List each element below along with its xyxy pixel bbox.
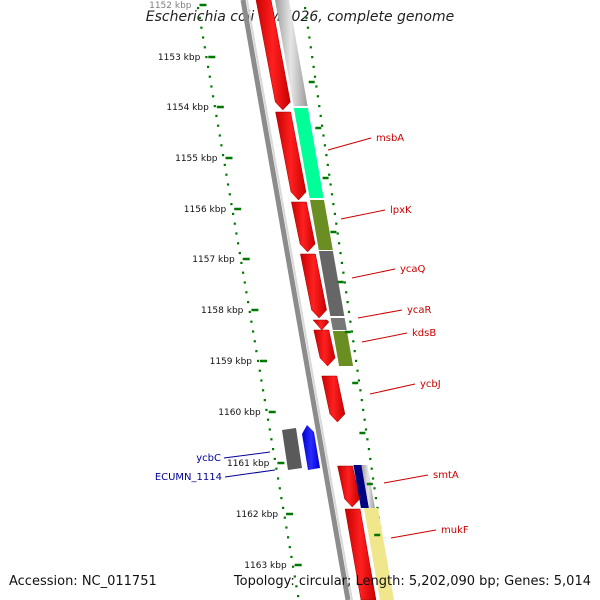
kbp-tick-label: 1153 kbp (158, 53, 201, 63)
kbp-tick: 1160 kbp (218, 408, 276, 418)
forward-cds-track (255, 0, 377, 600)
cog-bar-upstream[interactable] (274, 0, 308, 106)
kbp-tick-label: 1154 kbp (166, 103, 209, 113)
gene-label-kdsB[interactable]: kdsB (361, 328, 436, 343)
genome-title: Escherichia coli UMN026, complete genome (145, 9, 455, 25)
gene-name: mukF (441, 525, 469, 536)
cds-arrow-upstream[interactable] (255, 0, 291, 111)
cds-arrow-kdsB[interactable] (313, 329, 336, 367)
cds-arrow-mukF[interactable] (344, 508, 377, 600)
gene-labels: msbA lpxK ycaQ ycaR kdsB ycbJ smtA mukF ycbC ECUM… (155, 133, 469, 539)
kbp-tick-label: 1158 kbp (201, 306, 244, 316)
gene-name: ycaR (407, 305, 432, 316)
cog-bar-msbA[interactable] (293, 108, 324, 198)
cog-bar-lpxK[interactable] (310, 200, 333, 250)
cog-bar-kdsB[interactable] (332, 331, 354, 366)
reverse-strand-features (282, 425, 320, 470)
kbp-tick-label: 1155 kbp (175, 154, 218, 164)
kbp-tick: 1155 kbp (175, 154, 233, 164)
kbp-tick: 1162 kbp (236, 510, 294, 520)
gene-name: ECUMN_1114 (155, 472, 222, 483)
inner-dotted-boundary (197, 7, 300, 598)
cds-arrow-ycaQ[interactable] (300, 253, 327, 319)
cds-arrow-ycbC[interactable] (282, 428, 302, 470)
genome-backbone (240, 0, 353, 600)
gene-name: ycbC (196, 453, 221, 464)
gene-label-smtA[interactable]: smtA (383, 470, 459, 484)
genome-summary-text: Topology: circular; Length: 5,202,090 bp… (233, 574, 591, 589)
cds-arrow-lpxK[interactable] (291, 201, 316, 253)
kbp-tick: 1159 kbp (210, 357, 267, 367)
accession-text: Accession: NC_011751 (9, 574, 157, 589)
cds-arrow-msbA[interactable] (275, 111, 307, 201)
gene-name: smtA (433, 470, 459, 481)
kbp-tick: 1161 kbp (227, 459, 285, 469)
cds-arrow-ycbJ[interactable] (321, 375, 346, 423)
kbp-tick-label: 1161 kbp (227, 459, 270, 469)
kbp-tick-label: 1152 kbp (149, 1, 192, 11)
gene-name: ycaQ (400, 264, 426, 275)
gene-label-ycaQ[interactable]: ycaQ (351, 264, 426, 279)
kbp-scale: 1152 kbp 1153 kbp 1154 kbp 1155 kbp 1156 kbp… (149, 1, 381, 571)
gene-label-ycaR[interactable]: ycaR (357, 305, 432, 319)
gene-label-ycbC[interactable]: ycbC (196, 451, 271, 464)
cog-bar-mukF[interactable] (363, 508, 394, 600)
cog-bar-smtA[interactable] (353, 465, 369, 508)
dotted-boundary-lines (197, 7, 392, 598)
gene-label-msbA[interactable]: msbA (327, 133, 404, 151)
gene-label-ECUMN_1114[interactable]: ECUMN_1114 (155, 469, 276, 483)
kbp-tick-label: 1162 kbp (236, 510, 279, 520)
kbp-tick: 1156 kbp (184, 205, 242, 215)
cds-arrow-ECUMN_1114[interactable] (302, 425, 320, 470)
kbp-tick-label: 1156 kbp (184, 205, 227, 215)
cog-bar-smtA-grey[interactable] (361, 465, 375, 508)
kbp-tick: 1157 kbp (192, 255, 250, 265)
kbp-tick-label: 1160 kbp (218, 408, 261, 418)
gene-label-mukF[interactable]: mukF (390, 525, 469, 539)
kbp-tick: 1154 kbp (166, 103, 224, 113)
kbp-tick-label: 1159 kbp (210, 357, 253, 367)
kbp-tick: 1163 kbp (244, 561, 302, 571)
forward-cog-track (274, 0, 394, 600)
kbp-tick-label: 1157 kbp (192, 255, 235, 265)
gene-name: ycbJ (420, 379, 441, 390)
kbp-tick-label: 1163 kbp (244, 561, 287, 571)
gene-name: msbA (376, 133, 404, 144)
cog-bar-ycaQ[interactable] (318, 251, 345, 316)
gene-label-lpxK[interactable]: lpxK (340, 205, 412, 220)
kbp-tick: 1152 kbp (149, 1, 207, 11)
gene-name: lpxK (390, 205, 412, 216)
cog-bar-ycaR[interactable] (330, 318, 347, 330)
kbp-tick: 1153 kbp (158, 53, 216, 63)
kbp-tick: 1158 kbp (201, 306, 259, 316)
cds-arrow-ycaR[interactable] (312, 319, 330, 331)
cds-arrow-smtA[interactable] (337, 465, 360, 508)
gene-name: kdsB (412, 328, 436, 339)
gene-label-ycbJ[interactable]: ycbJ (369, 379, 441, 395)
